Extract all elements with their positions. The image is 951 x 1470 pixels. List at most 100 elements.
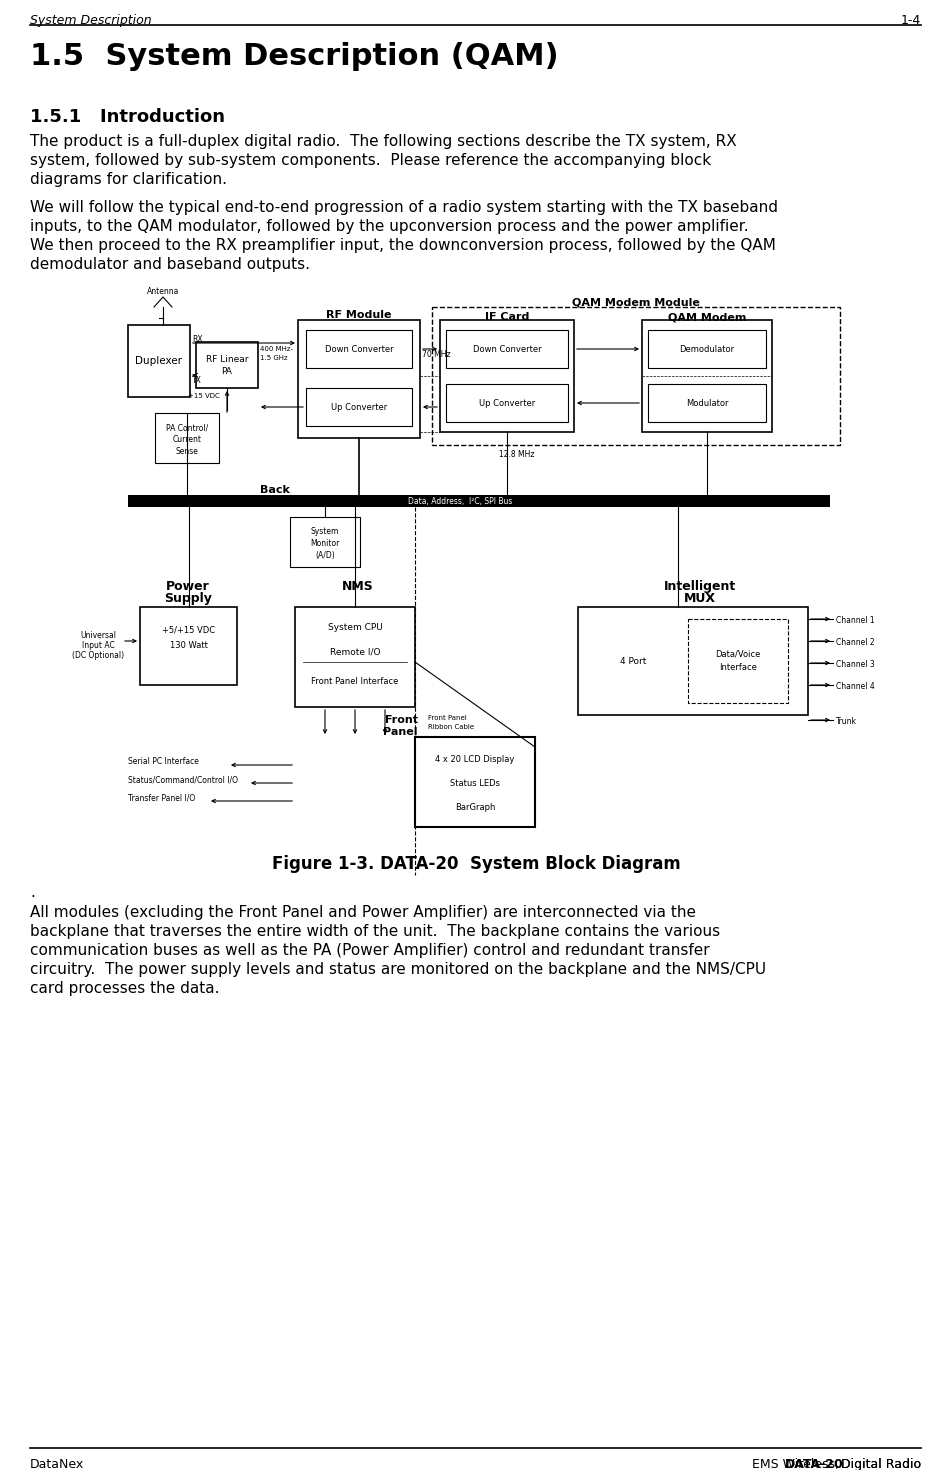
Bar — [432, 307, 840, 445]
Text: The product is a full-duplex digital radio.  The following sections describe the: The product is a full-duplex digital rad… — [30, 134, 737, 148]
Bar — [648, 384, 766, 422]
Text: card processes the data.: card processes the data. — [30, 980, 220, 997]
Text: RF Module: RF Module — [326, 310, 392, 320]
Text: Channel 3: Channel 3 — [836, 660, 875, 669]
Text: Digital Radio: Digital Radio — [837, 1458, 921, 1470]
Text: EMS Wireless,: EMS Wireless, — [752, 1458, 843, 1470]
Text: Supply: Supply — [165, 592, 212, 606]
Text: We will follow the typical end-to-end progression of a radio system starting wit: We will follow the typical end-to-end pr… — [30, 200, 778, 215]
Text: 70 MHz: 70 MHz — [422, 350, 451, 359]
Text: MUX: MUX — [684, 592, 716, 606]
Text: Front: Front — [385, 714, 418, 725]
Text: 1.5.1   Introduction: 1.5.1 Introduction — [30, 107, 225, 126]
Text: Status LEDs: Status LEDs — [450, 779, 500, 788]
Bar — [578, 607, 808, 714]
Text: TX: TX — [192, 376, 202, 385]
Text: Sense: Sense — [176, 447, 199, 456]
Text: communication buses as well as the PA (Power Amplifier) control and redundant tr: communication buses as well as the PA (P… — [30, 942, 709, 958]
Text: 12.8 MHz: 12.8 MHz — [499, 450, 534, 459]
Text: PA Control/: PA Control/ — [165, 423, 208, 432]
Text: Status/Command/Control I/O: Status/Command/Control I/O — [128, 775, 238, 784]
Bar — [295, 607, 415, 707]
Text: backplane that traverses the entire width of the unit.  The backplane contains t: backplane that traverses the entire widt… — [30, 925, 720, 939]
Text: PA: PA — [222, 366, 232, 375]
Bar — [688, 619, 788, 703]
Bar — [306, 329, 412, 368]
Text: System: System — [311, 528, 340, 537]
Text: 1.5 GHz: 1.5 GHz — [260, 354, 287, 362]
Text: Serial PC Interface: Serial PC Interface — [128, 757, 199, 766]
Bar — [648, 329, 766, 368]
Text: DATA-20: DATA-20 — [786, 1458, 844, 1470]
Text: QAM Modem: QAM Modem — [668, 312, 747, 322]
Text: Power: Power — [166, 581, 210, 592]
Bar — [440, 320, 574, 432]
Text: Universal: Universal — [80, 631, 116, 639]
Text: +15 VDC: +15 VDC — [188, 392, 220, 398]
Bar — [446, 329, 568, 368]
Bar — [306, 388, 412, 426]
Text: inputs, to the QAM modulator, followed by the upconversion process and the power: inputs, to the QAM modulator, followed b… — [30, 219, 748, 234]
Bar — [140, 607, 237, 685]
Text: +5/+15 VDC: +5/+15 VDC — [162, 625, 215, 634]
Text: Up Converter: Up Converter — [331, 403, 387, 412]
Text: Channel 2: Channel 2 — [836, 638, 875, 647]
Bar — [128, 495, 830, 507]
Text: demodulator and baseband outputs.: demodulator and baseband outputs. — [30, 257, 310, 272]
Text: BarGraph: BarGraph — [455, 803, 495, 811]
Text: 1.5  System Description (QAM): 1.5 System Description (QAM) — [30, 43, 558, 71]
Text: Data/Voice: Data/Voice — [715, 648, 761, 659]
Text: Down Converter: Down Converter — [473, 344, 541, 353]
Text: Back: Back — [260, 485, 290, 495]
Text: Current: Current — [172, 435, 202, 444]
Text: Transfer Panel I/O: Transfer Panel I/O — [128, 792, 195, 803]
Text: Antenna: Antenna — [146, 287, 179, 295]
Text: 400 MHz-: 400 MHz- — [260, 345, 293, 351]
Text: system, followed by sub-system components.  Please reference the accompanying bl: system, followed by sub-system component… — [30, 153, 711, 168]
Text: Interface: Interface — [719, 663, 757, 672]
Text: RX: RX — [192, 335, 203, 344]
Text: (DC Optional): (DC Optional) — [72, 651, 124, 660]
Text: Up Converter: Up Converter — [479, 398, 535, 407]
Text: Digital Radio: Digital Radio — [837, 1458, 921, 1470]
Text: Ribbon Cable: Ribbon Cable — [428, 725, 475, 731]
Bar — [642, 320, 772, 432]
Bar — [446, 384, 568, 422]
Text: diagrams for clarification.: diagrams for clarification. — [30, 172, 227, 187]
Text: 4 Port: 4 Port — [620, 657, 646, 666]
Text: Modulator: Modulator — [686, 398, 728, 407]
Text: QAM Modem Module: QAM Modem Module — [573, 297, 700, 307]
Text: 4 x 20 LCD Display: 4 x 20 LCD Display — [436, 756, 514, 764]
Text: We then proceed to the RX preamplifier input, the downconversion process, follow: We then proceed to the RX preamplifier i… — [30, 238, 776, 253]
Bar — [290, 517, 360, 567]
Text: Figure 1-3. DATA-20  System Block Diagram: Figure 1-3. DATA-20 System Block Diagram — [272, 856, 680, 873]
Text: (A/D): (A/D) — [315, 551, 335, 560]
Text: IF Card: IF Card — [485, 312, 529, 322]
Text: All modules (excluding the Front Panel and Power Amplifier) are interconnected v: All modules (excluding the Front Panel a… — [30, 906, 696, 920]
Text: Data, Address,  I²C, SPI Bus: Data, Address, I²C, SPI Bus — [408, 497, 513, 506]
Bar — [155, 413, 219, 463]
Text: DataNex: DataNex — [30, 1458, 85, 1470]
Text: 130 Watt: 130 Watt — [169, 641, 207, 650]
Text: Duplexer: Duplexer — [135, 356, 183, 366]
Text: Intelligent: Intelligent — [664, 581, 736, 592]
Text: Down Converter: Down Converter — [324, 344, 394, 353]
Text: Input AC: Input AC — [82, 641, 114, 650]
Bar — [298, 320, 420, 438]
Text: NMS: NMS — [342, 581, 374, 592]
Bar — [196, 343, 258, 388]
Bar — [415, 736, 535, 828]
Text: RF Linear: RF Linear — [205, 354, 248, 363]
Text: Panel: Panel — [383, 728, 418, 736]
Text: 1-4: 1-4 — [901, 15, 921, 26]
Bar — [128, 325, 190, 397]
Text: Trunk: Trunk — [836, 716, 857, 726]
Text: System CPU: System CPU — [328, 623, 382, 632]
Text: System Description: System Description — [30, 15, 151, 26]
Text: Front Panel: Front Panel — [428, 714, 467, 720]
Text: Channel 1: Channel 1 — [836, 616, 875, 625]
Text: Channel 4: Channel 4 — [836, 682, 875, 691]
Text: Front Panel Interface: Front Panel Interface — [311, 678, 398, 686]
Text: Monitor: Monitor — [310, 539, 340, 548]
Text: circuitry.  The power supply levels and status are monitored on the backplane an: circuitry. The power supply levels and s… — [30, 961, 767, 978]
